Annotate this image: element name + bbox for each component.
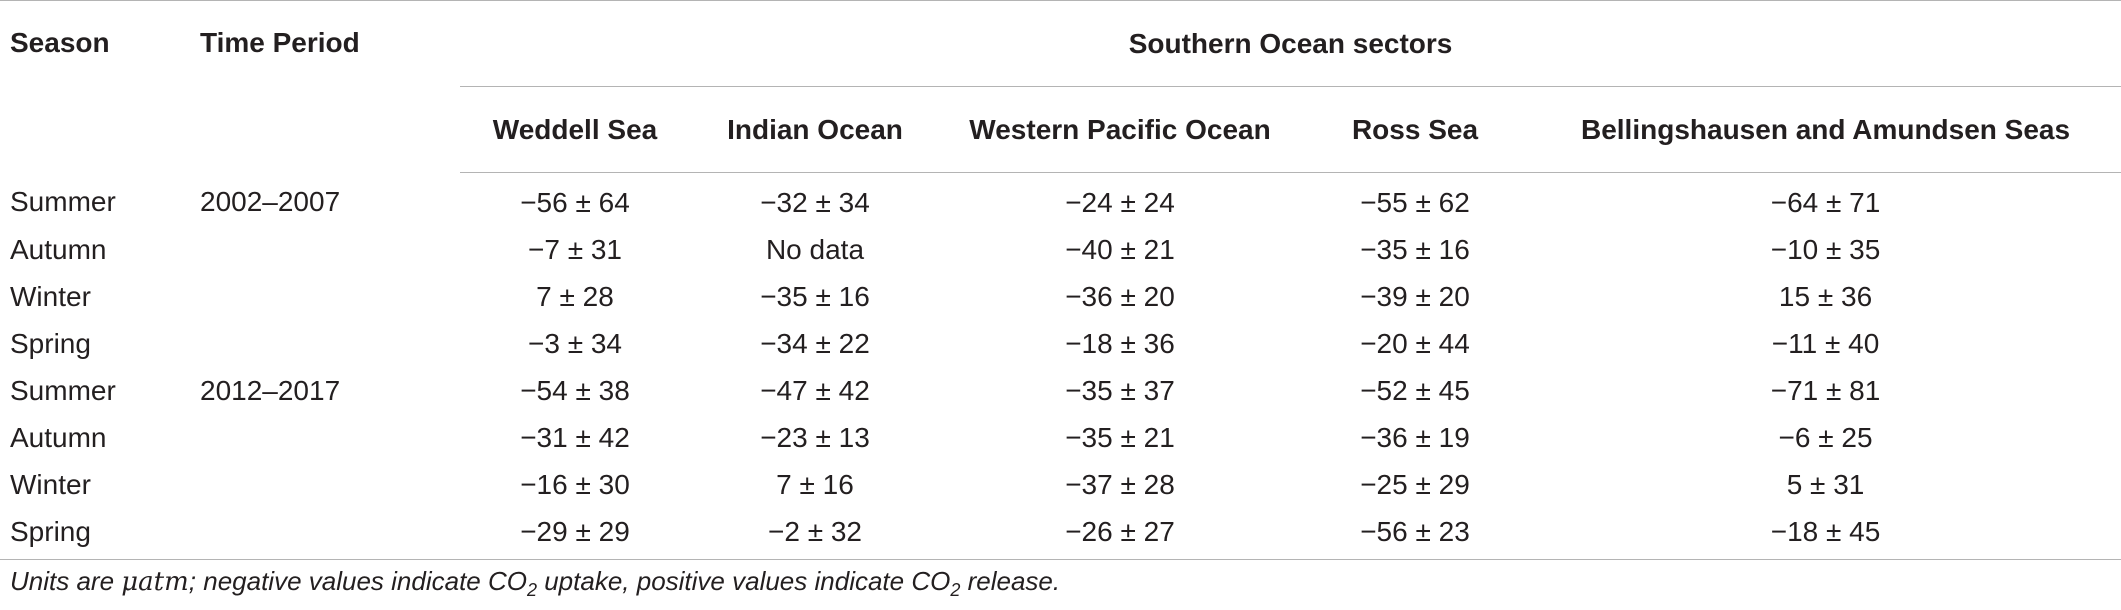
cell-season: Winter bbox=[10, 280, 91, 312]
column-header-bellingshausen-amundsen-seas: Bellingshausen and Amundsen Seas bbox=[1530, 86, 2121, 173]
cell-western-pacific-ocean: −40 ± 21 bbox=[1065, 233, 1175, 265]
cell-season: Autumn bbox=[10, 233, 107, 265]
table-row: Spring −3 ± 34 −34 ± 22 −18 ± 36 −20 ± 44 −11… bbox=[0, 320, 2121, 367]
footnote-subscript-2: 2 bbox=[950, 580, 961, 601]
header-row-sectors: Weddell Sea Indian Ocean Western Pacific… bbox=[0, 86, 2121, 173]
cell-weddell-sea: −29 ± 29 bbox=[460, 508, 690, 560]
cell-ross-sea: −25 ± 29 bbox=[1360, 468, 1470, 500]
cell-ross-sea: −20 ± 44 bbox=[1360, 327, 1470, 359]
cell-western-pacific-ocean: −35 ± 21 bbox=[1065, 421, 1175, 453]
column-group-header-sectors: Southern Ocean sectors bbox=[460, 0, 2121, 87]
cell-time-period bbox=[200, 508, 460, 560]
cell-time-period bbox=[200, 461, 460, 508]
table-row: Winter −16 ± 30 7 ± 16 −37 ± 28 −25 ± 29 5 ± … bbox=[0, 461, 2121, 508]
cell-season: Spring bbox=[10, 327, 91, 359]
cell-indian-ocean: −2 ± 32 bbox=[690, 508, 940, 560]
cell-weddell-sea: −31 ± 42 bbox=[520, 421, 630, 453]
column-header-indian-ocean: Indian Ocean bbox=[690, 86, 940, 173]
cell-indian-ocean: −34 ± 22 bbox=[760, 327, 870, 359]
table-row: Summer 2012–2017 −54 ± 38 −47 ± 42 −35 ± 37 −… bbox=[0, 367, 2121, 414]
cell-time-period bbox=[200, 226, 460, 273]
cell-bellingshausen-amundsen-seas: −10 ± 35 bbox=[1770, 233, 1881, 265]
cell-indian-ocean: No data bbox=[765, 233, 865, 265]
cell-ross-sea: −52 ± 45 bbox=[1360, 374, 1470, 406]
cell-season: Winter bbox=[10, 468, 91, 500]
column-header-season: Season bbox=[10, 27, 110, 58]
cell-ross-sea: −56 ± 23 bbox=[1300, 508, 1530, 560]
co2-sectors-table: Season Time Period Southern Ocean sector… bbox=[0, 0, 2121, 560]
cell-time-period: 2012–2017 bbox=[200, 374, 341, 406]
table-row: Autumn −31 ± 42 −23 ± 13 −35 ± 21 −36 ± 19 −6… bbox=[0, 414, 2121, 461]
table-footnote: Units are μatm; negative values indicate… bbox=[10, 566, 1060, 601]
column-header-western-pacific-ocean: Western Pacific Ocean bbox=[940, 86, 1300, 173]
cell-bellingshausen-amundsen-seas: −18 ± 45 bbox=[1530, 508, 2121, 560]
footnote-text-1: Units are bbox=[10, 566, 122, 596]
cell-weddell-sea: 7 ± 28 bbox=[536, 280, 614, 312]
cell-weddell-sea: −54 ± 38 bbox=[520, 374, 630, 406]
cell-ross-sea: −39 ± 20 bbox=[1360, 280, 1470, 312]
cell-western-pacific-ocean: −24 ± 24 bbox=[1065, 186, 1175, 218]
table-row: Winter 7 ± 28 −35 ± 16 −36 ± 20 −39 ± 20 15 ±… bbox=[0, 273, 2121, 320]
cell-weddell-sea: −3 ± 34 bbox=[528, 327, 622, 359]
cell-bellingshausen-amundsen-seas: 15 ± 36 bbox=[1778, 280, 1873, 312]
table-row: Spring −29 ± 29 −2 ± 32 −26 ± 27 −56 ± 23 −18… bbox=[0, 508, 2121, 560]
footnote-text-4: release. bbox=[960, 566, 1061, 596]
cell-western-pacific-ocean: −18 ± 36 bbox=[1065, 327, 1175, 359]
cell-western-pacific-ocean: −36 ± 20 bbox=[1065, 280, 1175, 312]
cell-bellingshausen-amundsen-seas: −6 ± 25 bbox=[1778, 421, 1873, 453]
cell-season: Spring bbox=[0, 508, 200, 560]
cell-ross-sea: −36 ± 19 bbox=[1360, 421, 1470, 453]
column-header-time-period: Time Period bbox=[200, 27, 360, 58]
cell-western-pacific-ocean: −26 ± 27 bbox=[940, 508, 1300, 560]
column-header-weddell-sea: Weddell Sea bbox=[460, 86, 690, 173]
footnote-unit: μatm bbox=[121, 567, 189, 597]
column-header-ross-sea: Ross Sea bbox=[1300, 86, 1530, 173]
cell-time-period: 2002–2007 bbox=[200, 186, 341, 218]
table-row: Autumn −7 ± 31 No data −40 ± 21 −35 ± 16 −10 … bbox=[0, 226, 2121, 273]
cell-indian-ocean: −23 ± 13 bbox=[760, 421, 870, 453]
footnote-text-2: ; negative values indicate CO bbox=[188, 566, 527, 596]
cell-time-period bbox=[200, 273, 460, 320]
cell-indian-ocean: −47 ± 42 bbox=[760, 374, 870, 406]
header-row-primary: Season Time Period Southern Ocean sector… bbox=[0, 0, 2121, 87]
table-row: Summer 2002–2007 −56 ± 64 −32 ± 34 −24 ± 24 −… bbox=[0, 173, 2121, 227]
cell-weddell-sea: −56 ± 64 bbox=[520, 186, 630, 218]
cell-weddell-sea: −16 ± 30 bbox=[520, 468, 630, 500]
footnote-text-3: uptake, positive values indicate CO bbox=[537, 566, 951, 596]
cell-bellingshausen-amundsen-seas: −11 ± 40 bbox=[1771, 327, 1880, 359]
footnote-subscript-1: 2 bbox=[526, 580, 537, 601]
cell-ross-sea: −35 ± 16 bbox=[1360, 233, 1470, 265]
cell-ross-sea: −55 ± 62 bbox=[1360, 186, 1470, 218]
cell-season: Summer bbox=[10, 374, 116, 406]
table-body: Summer 2002–2007 −56 ± 64 −32 ± 34 −24 ± 24 −… bbox=[0, 173, 2121, 560]
cell-indian-ocean: −35 ± 16 bbox=[760, 280, 870, 312]
cell-bellingshausen-amundsen-seas: 5 ± 31 bbox=[1786, 468, 1865, 500]
cell-time-period bbox=[200, 320, 460, 367]
cell-weddell-sea: −7 ± 31 bbox=[528, 233, 622, 265]
cell-western-pacific-ocean: −35 ± 37 bbox=[1065, 374, 1175, 406]
cell-bellingshausen-amundsen-seas: −71 ± 81 bbox=[1770, 374, 1881, 406]
cell-indian-ocean: −32 ± 34 bbox=[760, 186, 870, 218]
cell-season: Summer bbox=[10, 186, 116, 218]
cell-indian-ocean: 7 ± 16 bbox=[776, 468, 854, 500]
cell-western-pacific-ocean: −37 ± 28 bbox=[1065, 468, 1175, 500]
cell-time-period bbox=[200, 414, 460, 461]
cell-bellingshausen-amundsen-seas: −64 ± 71 bbox=[1770, 186, 1881, 218]
cell-season: Autumn bbox=[10, 421, 107, 453]
